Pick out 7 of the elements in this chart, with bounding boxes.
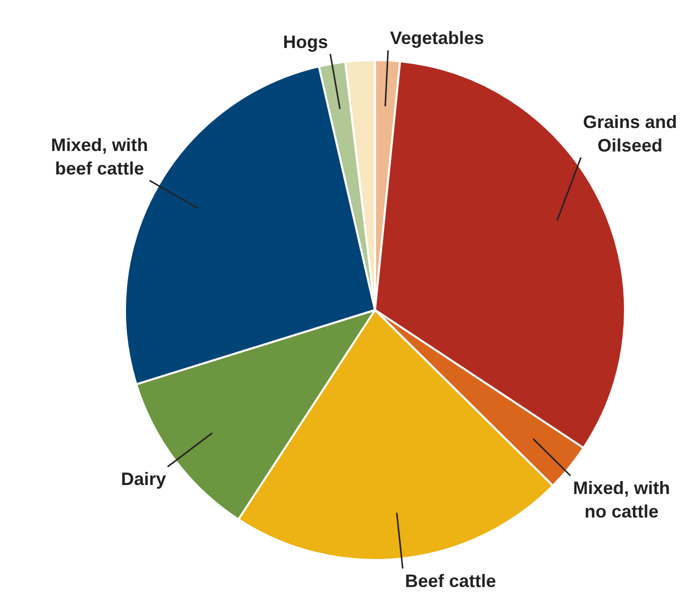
slice-label: Dairy bbox=[121, 469, 166, 489]
slice-label: Mixed, with beef cattle bbox=[51, 135, 148, 178]
slice-label: Hogs bbox=[283, 32, 328, 52]
slice-label: Vegetables bbox=[390, 28, 484, 48]
slice-label: Beef cattle bbox=[405, 571, 496, 591]
slice-label: Mixed, with no cattle bbox=[573, 478, 670, 522]
slice-label: Grains and Oilseed bbox=[583, 112, 678, 156]
